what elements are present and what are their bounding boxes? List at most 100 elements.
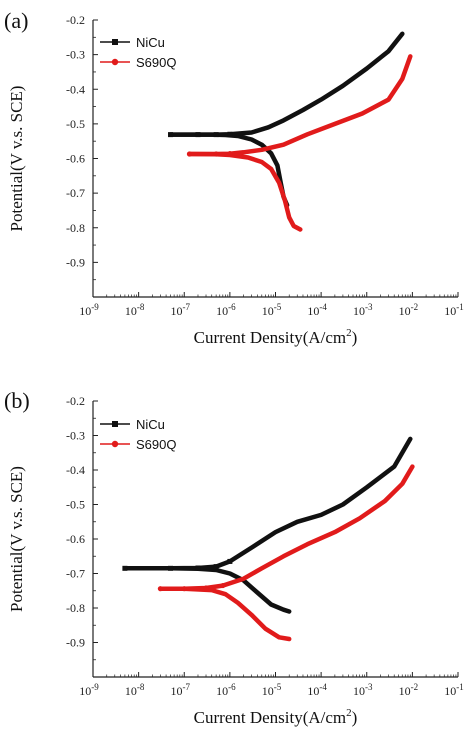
x-tick-label: 10-9 <box>79 682 99 698</box>
legend-marker-circle <box>111 58 119 66</box>
x-axis-label-main: Current Density(A/cm <box>194 328 347 347</box>
x-tick-label: 10-8 <box>125 682 145 698</box>
series-0-anodic-line <box>122 436 413 571</box>
x-tick-label: 10-4 <box>307 682 327 698</box>
x-tick-base: 10 <box>307 304 319 318</box>
x-tick-exponent: -8 <box>137 302 145 312</box>
x-tick-exponent: -1 <box>456 682 464 692</box>
legend-marker-circle <box>111 440 119 448</box>
x-tick-exponent: -2 <box>411 302 419 312</box>
x-tick-base: 10 <box>444 684 456 698</box>
series-0-point <box>213 132 219 138</box>
y-tick-label: -0.9 <box>66 636 85 650</box>
legend-label: S690Q <box>136 55 176 70</box>
legend-entry-0: NiCu <box>100 35 165 50</box>
y-tick-label: -0.8 <box>66 601 85 615</box>
y-tick-label: -0.2 <box>66 394 85 408</box>
series-0-point <box>227 558 233 564</box>
panel-label: (a) <box>4 8 28 33</box>
legend-entry-0: NiCu <box>100 417 165 432</box>
x-tick-label: 10-7 <box>171 682 191 698</box>
x-tick-label: 10-4 <box>307 302 327 318</box>
x-axis-label: Current Density(A/cm2) <box>194 707 358 727</box>
y-axis-label: Potential(V v.s. SCE) <box>7 86 26 232</box>
x-tick-exponent: -1 <box>456 302 464 312</box>
x-tick-base: 10 <box>307 684 319 698</box>
y-tick-label: -0.2 <box>66 13 85 27</box>
series-0-anodic-line <box>168 31 405 137</box>
x-tick-label: 10-5 <box>262 302 282 318</box>
series-1-point <box>203 585 209 591</box>
x-tick-label: 10-2 <box>399 682 419 698</box>
x-tick-exponent: -7 <box>183 302 191 312</box>
x-tick-base: 10 <box>125 684 137 698</box>
series-1-point <box>227 151 233 157</box>
x-tick-label: 10-5 <box>262 682 282 698</box>
y-tick-label: -0.4 <box>66 463 85 477</box>
x-tick-exponent: -4 <box>319 682 327 692</box>
x-tick-exponent: -7 <box>183 682 191 692</box>
legend-label: NiCu <box>136 35 165 50</box>
y-tick-label: -0.3 <box>66 48 85 62</box>
x-axis-label: Current Density(A/cm2) <box>194 327 358 347</box>
series-0-point <box>195 565 201 571</box>
x-tick-label: 10-3 <box>353 682 373 698</box>
legend-entry-1: S690Q <box>100 437 176 452</box>
x-tick-base: 10 <box>171 684 183 698</box>
x-tick-base: 10 <box>353 304 365 318</box>
x-axis-label-main: Current Density(A/cm <box>194 708 347 727</box>
legend-entry-1: S690Q <box>100 55 176 70</box>
legend-label: S690Q <box>136 437 176 452</box>
x-tick-label: 10-1 <box>444 302 464 318</box>
y-tick-label: -0.5 <box>66 117 85 131</box>
series-1-point <box>181 586 187 592</box>
y-axis-label: Potential(V v.s. SCE) <box>7 466 26 612</box>
series-1-point <box>157 586 163 592</box>
legend-label: NiCu <box>136 417 165 432</box>
series-1-cathodic-line <box>187 151 303 232</box>
chart-panel-a: (a) -0.2-0.3-0.4-0.5-0.6-0.7-0.8-0.910-9 1… <box>4 8 464 347</box>
x-tick-base: 10 <box>262 304 274 318</box>
series-1-point <box>220 582 226 589</box>
series-0-point <box>213 564 219 570</box>
y-tick-label: -0.7 <box>66 186 85 200</box>
x-tick-base: 10 <box>171 304 183 318</box>
series-1-anodic-line <box>187 54 413 157</box>
y-tick-label: -0.7 <box>66 567 85 581</box>
x-tick-base: 10 <box>353 684 365 698</box>
x-axis-label-superscript: 2 <box>346 707 352 719</box>
x-axis-label-tail: ) <box>352 708 358 727</box>
y-tick-label: -0.4 <box>66 82 85 96</box>
x-tick-exponent: -8 <box>137 682 145 692</box>
series-0-point <box>195 132 201 138</box>
x-tick-base: 10 <box>79 304 91 318</box>
series-0-point <box>227 131 233 137</box>
y-tick-label: -0.8 <box>66 221 85 235</box>
x-tick-base: 10 <box>125 304 137 318</box>
series-0-point <box>168 132 174 138</box>
series-0-point <box>168 565 174 571</box>
y-tick-label: -0.3 <box>66 429 85 443</box>
series-1-point <box>213 151 219 157</box>
x-tick-label: 10-2 <box>399 302 419 318</box>
series-1-cathodic-line <box>158 586 292 642</box>
y-tick-label: -0.6 <box>66 532 85 546</box>
x-tick-label: 10-6 <box>216 682 236 698</box>
y-tick-label: -0.6 <box>66 152 85 166</box>
x-tick-label: 10-9 <box>79 302 99 318</box>
x-tick-label: 10-8 <box>125 302 145 318</box>
legend-marker-square <box>112 39 118 45</box>
x-axis-label-superscript: 2 <box>346 327 352 339</box>
x-tick-exponent: -6 <box>228 682 236 692</box>
x-tick-base: 10 <box>444 304 456 318</box>
x-axis-label-tail: ) <box>352 328 358 347</box>
panel-label: (b) <box>4 388 30 413</box>
chart-panel-b: (b) -0.2-0.3-0.4-0.5-0.6-0.7-0.8-0.910-9 1… <box>4 388 464 727</box>
x-tick-exponent: -4 <box>319 302 327 312</box>
x-tick-label: 10-3 <box>353 302 373 318</box>
x-tick-base: 10 <box>216 684 228 698</box>
x-tick-exponent: -3 <box>365 302 373 312</box>
x-tick-exponent: -9 <box>91 682 99 692</box>
x-tick-exponent: -5 <box>274 302 282 312</box>
